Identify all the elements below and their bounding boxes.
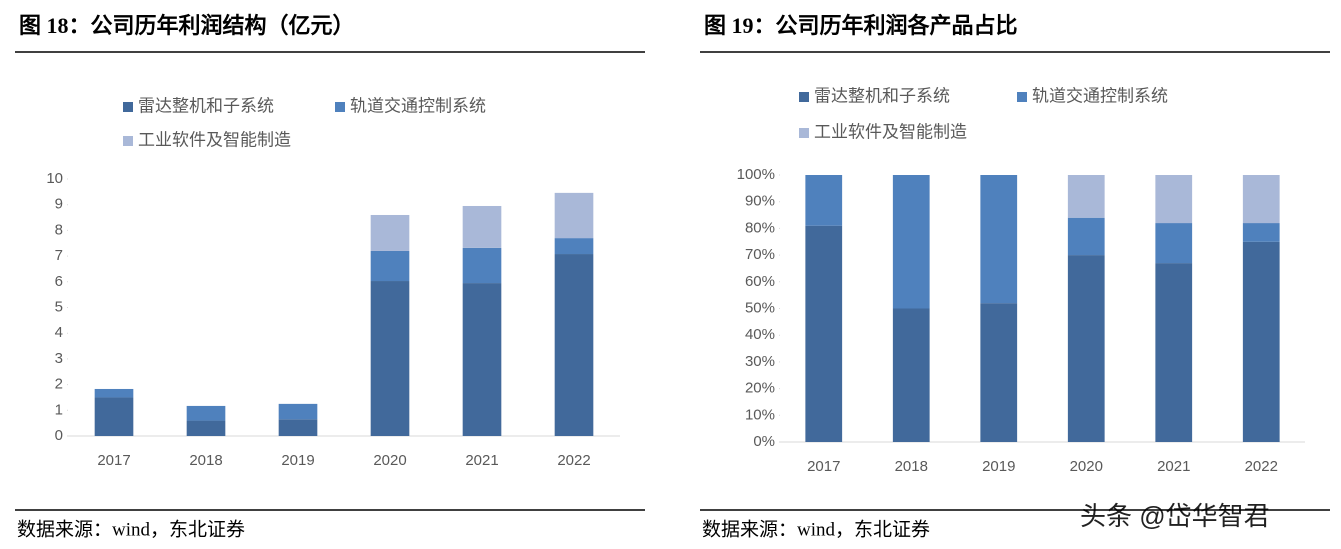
y-tick-label: 7 [55, 247, 63, 264]
bar-segment [370, 214, 410, 251]
bar-segment [370, 281, 410, 436]
y-tick-label: 8 [55, 221, 63, 238]
bar-segment [892, 308, 930, 442]
bar-segment [186, 405, 226, 421]
legend-swatch [123, 102, 133, 112]
bar-segment [980, 303, 1018, 442]
bar-segment [805, 225, 843, 442]
chart-title: 图 18：公司历年利润结构（亿元） [19, 13, 355, 38]
x-tick-label: 2020 [373, 452, 406, 469]
bar-segment [186, 420, 226, 436]
x-tick-label: 2018 [895, 458, 928, 475]
y-tick-label: 20% [745, 380, 775, 397]
legend-label: 雷达整机和子系统 [814, 86, 950, 105]
bar-segment [980, 175, 1018, 304]
bar-segment [1067, 175, 1105, 218]
x-tick-label: 2019 [281, 452, 314, 469]
x-tick-label: 2017 [807, 458, 840, 475]
bar-segment [1242, 223, 1280, 242]
source: 数据来源：wind，东北证券 [17, 518, 245, 540]
bar-segment [554, 238, 594, 255]
legend-swatch [799, 128, 809, 138]
y-tick-label: 40% [745, 326, 775, 343]
chart-title: 图 19：公司历年利润各产品占比 [704, 13, 1018, 38]
y-tick-label: 90% [745, 193, 775, 210]
legend-label: 工业软件及智能制造 [138, 130, 291, 149]
y-tick-label: 60% [745, 273, 775, 290]
y-tick-label: 100% [737, 166, 775, 183]
legend-label: 雷达整机和子系统 [138, 96, 274, 115]
y-tick-label: 50% [745, 299, 775, 316]
bar-segment [554, 254, 594, 436]
y-tick-label: 10% [745, 406, 775, 423]
legend-swatch [335, 102, 345, 112]
bar-segment [1155, 263, 1193, 442]
x-tick-label: 2022 [1245, 458, 1278, 475]
bar-segment [892, 175, 930, 309]
bar-segment [278, 403, 318, 420]
y-tick-label: 5 [55, 298, 63, 315]
bar-segment [462, 283, 502, 436]
x-tick-label: 2018 [189, 452, 222, 469]
x-tick-label: 2020 [1070, 458, 1103, 475]
legend-swatch [799, 92, 809, 102]
y-tick-label: 2 [55, 376, 63, 393]
bar-segment [94, 397, 134, 436]
y-tick-label: 30% [745, 353, 775, 370]
y-tick-label: 6 [55, 273, 63, 290]
x-tick-label: 2017 [97, 452, 130, 469]
bar-segment [370, 250, 410, 282]
y-tick-label: 3 [55, 350, 63, 367]
y-tick-label: 0 [55, 427, 63, 444]
source: 数据来源：wind，东北证券 [702, 518, 930, 540]
legend-label: 轨道交通控制系统 [350, 96, 486, 115]
bar-segment [805, 175, 843, 226]
bar-segment [1155, 175, 1193, 224]
legend-label: 轨道交通控制系统 [1032, 86, 1168, 105]
bar-segment [1067, 255, 1105, 442]
y-tick-label: 70% [745, 246, 775, 263]
bar-segment [1242, 175, 1280, 224]
y-tick-label: 9 [55, 196, 63, 213]
bar-segment [1067, 217, 1105, 256]
bar-segment [462, 247, 502, 284]
watermark: 头条 @岱华智君 [1080, 501, 1270, 531]
bar-segment [278, 419, 318, 436]
bar-segment [94, 388, 134, 398]
x-tick-label: 2019 [982, 458, 1015, 475]
bar-segment [1242, 241, 1280, 442]
y-tick-label: 4 [55, 324, 63, 341]
bar-segment [462, 205, 502, 248]
x-tick-label: 2022 [557, 452, 590, 469]
y-tick-label: 1 [55, 401, 63, 418]
x-tick-label: 2021 [465, 452, 498, 469]
legend-swatch [1017, 92, 1027, 102]
y-tick-label: 10 [46, 170, 63, 187]
bar-segment [554, 192, 594, 239]
bar-segment [1155, 223, 1193, 264]
y-tick-label: 0% [753, 433, 775, 450]
legend-swatch [123, 136, 133, 146]
x-tick-label: 2021 [1157, 458, 1190, 475]
y-tick-label: 80% [745, 219, 775, 236]
legend-label: 工业软件及智能制造 [814, 122, 967, 141]
